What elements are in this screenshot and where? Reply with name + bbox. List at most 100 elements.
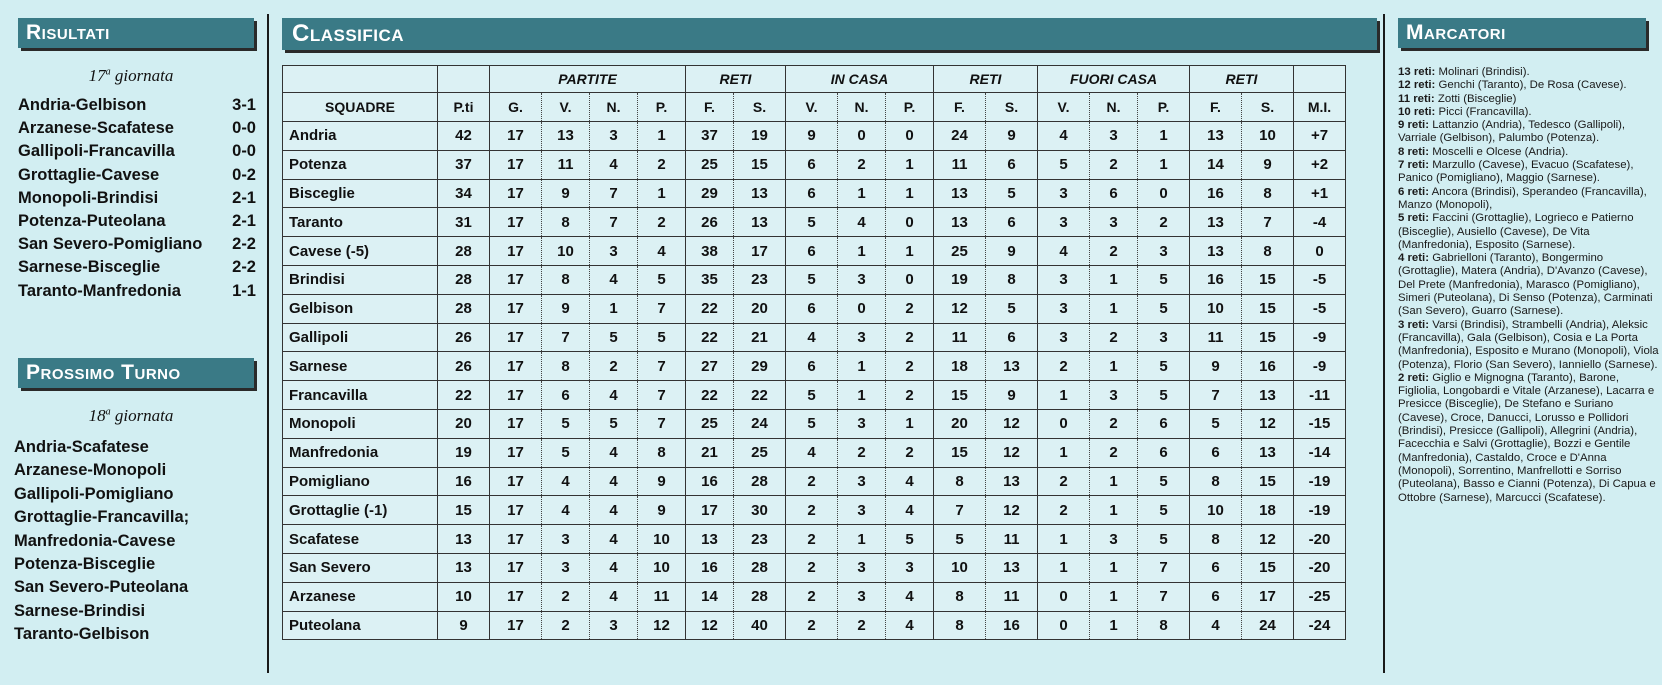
stat-cell: 7 [1241, 207, 1294, 238]
stat-cell: 37 [437, 149, 490, 180]
stat-cell: 4 [637, 236, 686, 266]
stat-cell: 0 [1137, 178, 1190, 209]
stat-cell: -20 [1293, 524, 1346, 554]
stat-cell: 15 [1241, 552, 1294, 583]
stat-cell: 13 [733, 207, 786, 238]
stat-cell: 1 [1089, 610, 1138, 641]
stat-cell: 38 [685, 236, 734, 266]
stat-cell: 20 [933, 408, 986, 439]
stat-cell: 5 [985, 178, 1038, 209]
scorer-entry: 9 reti: Lattanzio (Andria), Tedesco (Gal… [1398, 119, 1660, 146]
stat-cell: 37 [685, 121, 734, 151]
stat-cell: 4 [885, 581, 934, 612]
column-header: P. [885, 92, 934, 122]
stat-cell: 3 [1037, 322, 1090, 353]
column-header: S. [985, 92, 1038, 122]
stat-cell: 24 [933, 121, 986, 151]
stat-cell: 8 [1241, 178, 1294, 209]
stat-cell: 16 [1189, 178, 1242, 209]
stat-cell: 15 [933, 380, 986, 410]
stat-cell: 2 [785, 552, 838, 583]
stat-cell: 17 [489, 322, 542, 353]
stat-cell: 2 [637, 207, 686, 238]
stat-cell: 2 [541, 581, 590, 612]
result-row: Grottaglie-Cavese 0-2 [18, 164, 256, 187]
stat-cell: 13 [541, 121, 590, 151]
stat-cell: 13 [985, 466, 1038, 497]
giornata-number: 17 [88, 66, 106, 85]
right-column: Marcatori 13 reti: Molinari (Brindisi). 1… [1388, 0, 1662, 685]
group-header: RETI [933, 65, 1038, 93]
stat-cell: 15 [1241, 264, 1294, 295]
column-header: V. [1037, 92, 1090, 122]
table-row: Monopoli 20 17 5 5 7 25 24 5 3 1 20 12 0 2 6 5 12 -15 [282, 408, 1346, 439]
stat-cell: 19 [933, 264, 986, 295]
stat-cell: 1 [1137, 121, 1190, 151]
stat-cell: 9 [637, 495, 686, 526]
stat-cell: 5 [589, 408, 638, 439]
left-column: Risultati 17a giornata Andria-Gelbison 3-… [0, 0, 262, 685]
stat-cell: 16 [985, 610, 1038, 641]
stat-cell: 11 [933, 149, 986, 180]
stat-cell: 4 [785, 437, 838, 468]
stat-cell: 22 [437, 380, 490, 410]
stat-cell: 20 [733, 293, 786, 324]
team-name: Grottaglie (-1) [282, 495, 438, 526]
team-name: Puteolana [282, 610, 438, 641]
stat-cell: 5 [541, 408, 590, 439]
stat-cell: 13 [685, 524, 734, 554]
stat-cell: 17 [489, 380, 542, 410]
result-row: Gallipoli-Francavilla 0-0 [18, 140, 256, 163]
stat-cell: 5 [1137, 495, 1190, 526]
stat-cell: 3 [589, 610, 638, 641]
team-name: Potenza [282, 149, 438, 180]
table-row: Sarnese 26 17 8 2 7 27 29 6 1 2 18 13 2 1 5 9 16 -9 [282, 351, 1346, 382]
table-row: Gallipoli 26 17 7 5 5 22 21 4 3 2 11 6 3 2 3 11 15 -9 [282, 322, 1346, 353]
result-row: Monopoli-Brindisi 2-1 [18, 187, 256, 210]
fixture-row: Andria-Scafatese [14, 438, 149, 456]
stat-cell: 10 [1189, 495, 1242, 526]
stat-cell: 5 [785, 207, 838, 238]
stat-cell: 0 [885, 121, 934, 151]
scorer-names: Giglio e Mignogna (Taranto), Barone, Fig… [1398, 371, 1656, 504]
result-teams: Andria-Gelbison [18, 96, 147, 114]
column-divider-left [267, 14, 269, 673]
stat-cell: 14 [1189, 149, 1242, 180]
stat-cell: 1 [837, 178, 886, 209]
stat-cell: -9 [1293, 351, 1346, 382]
stat-cell: 2 [837, 437, 886, 468]
stat-cell: 34 [437, 178, 490, 209]
stat-cell: 2 [1037, 495, 1090, 526]
fixture-row: Manfredonia-Cavese [14, 531, 176, 550]
stat-cell: 2 [1037, 466, 1090, 497]
table-row: Puteolana 9 17 2 3 12 12 40 2 2 4 8 16 0 1 8 4 24 -24 [282, 610, 1346, 641]
scorer-names: Ancora (Brindisi), Sperandeo (Francavill… [1398, 185, 1647, 211]
scorer-entry: 12 reti: Genchi (Taranto), De Rosa (Cave… [1398, 79, 1660, 92]
stat-cell: -11 [1293, 380, 1346, 410]
stat-cell: 27 [685, 351, 734, 382]
stat-cell: 2 [885, 351, 934, 382]
group-header: IN CASA [785, 65, 934, 93]
stat-cell: 6 [541, 380, 590, 410]
column-header: F. [1189, 92, 1242, 122]
stat-cell: 12 [1241, 408, 1294, 439]
table-row: Francavilla 22 17 6 4 7 22 22 5 1 2 15 9 1 3 5 7 13 -11 [282, 380, 1346, 410]
goals-count: 2 reti: [1398, 371, 1430, 384]
stat-cell: 2 [885, 437, 934, 468]
team-name: San Severo [282, 552, 438, 583]
stat-cell: 4 [1189, 610, 1242, 641]
stat-cell: 4 [785, 322, 838, 353]
team-name: Andria [282, 121, 438, 151]
stat-cell: 2 [1037, 351, 1090, 382]
marcatori-title: Marcatori [1398, 18, 1646, 48]
stat-cell: 0 [885, 264, 934, 295]
stat-cell: 22 [685, 322, 734, 353]
stat-cell: 3 [589, 236, 638, 266]
stat-cell: 17 [489, 437, 542, 468]
stat-cell: 5 [785, 380, 838, 410]
stat-cell: 1 [1089, 293, 1138, 324]
stat-cell: 6 [985, 149, 1038, 180]
giornata-label: giornata [110, 66, 174, 85]
stat-cell: 5 [933, 524, 986, 554]
scorer-names: Moscelli e Olcese (Andria). [1429, 145, 1569, 158]
